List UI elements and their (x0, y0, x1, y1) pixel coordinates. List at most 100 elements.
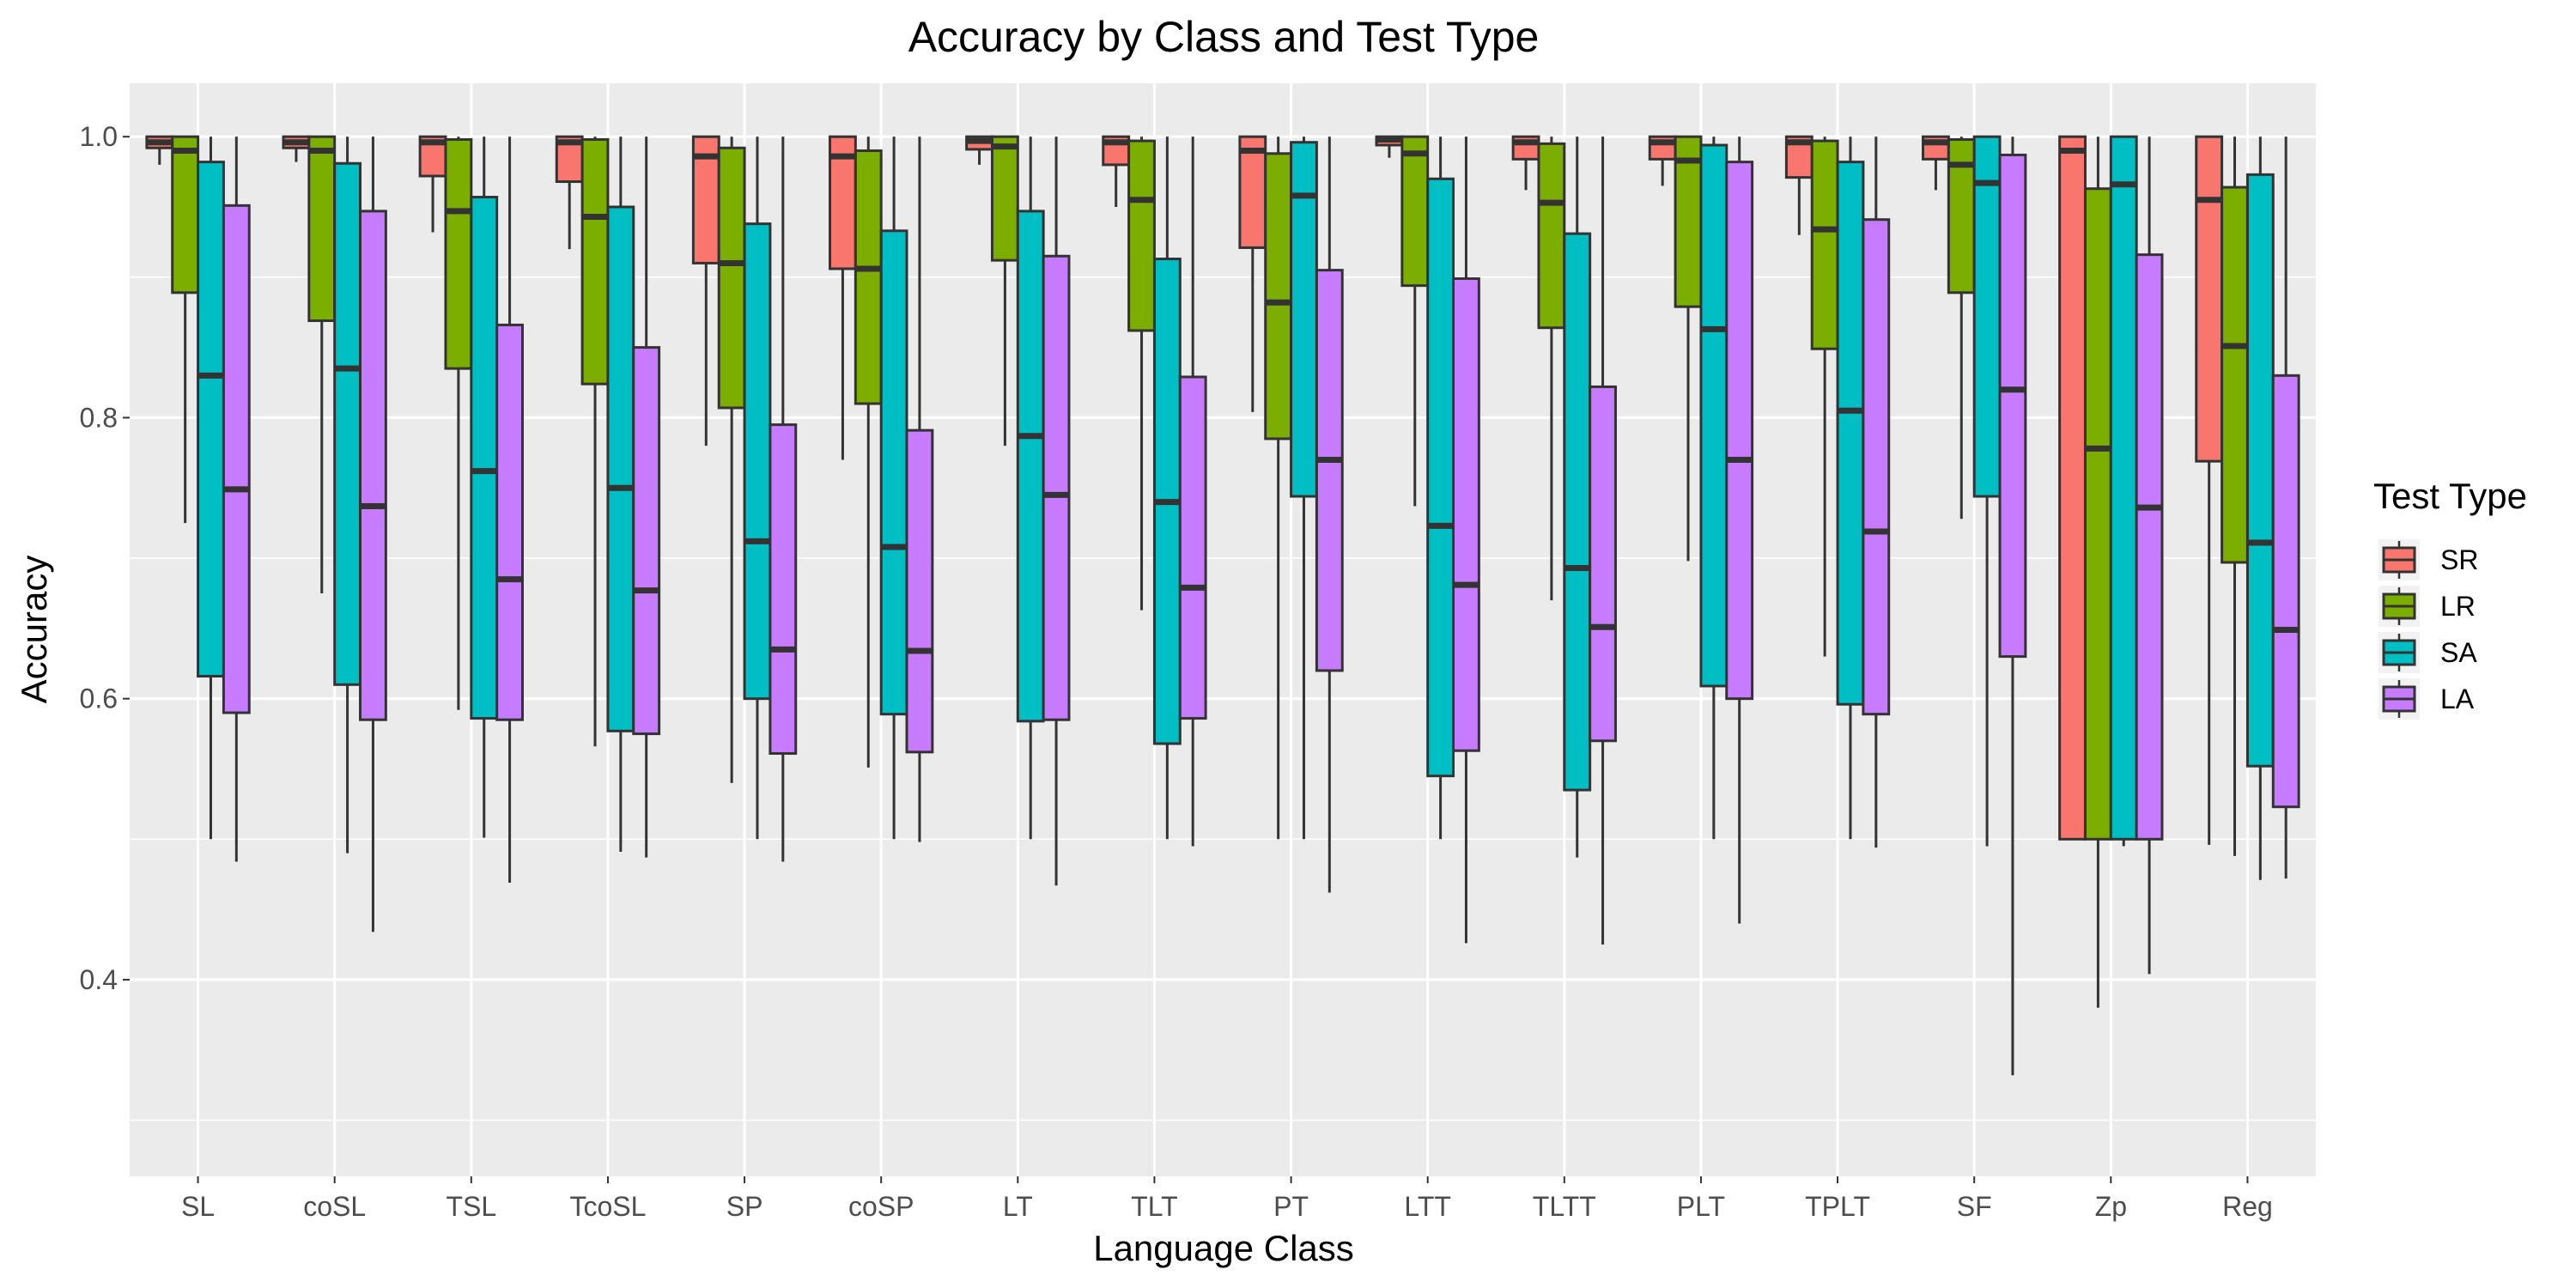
legend-label: SR (2440, 544, 2478, 575)
box-iqr (1264, 152, 1293, 440)
box-iqr (1426, 177, 1455, 778)
box-iqr (1452, 276, 1480, 752)
box-SA-coSP (879, 137, 908, 840)
x-tick-label: SP (726, 1191, 763, 1222)
box-SR-TPLT (1784, 135, 1814, 235)
y-tick-label: 1.0 (80, 121, 118, 152)
box-SA-TPLT (1836, 137, 1865, 840)
box-LA-PT (1315, 137, 1344, 893)
legend-title: Test Type (2373, 476, 2527, 516)
box-iqr (769, 423, 798, 755)
x-tick-label: LT (1003, 1191, 1033, 1222)
box-iqr (1127, 139, 1156, 332)
box-iqr (1563, 232, 1592, 792)
box-iqr (990, 135, 1019, 262)
box-iqr (2245, 173, 2275, 768)
box-iqr (1998, 153, 2027, 659)
x-axis-title: Language Class (1093, 1228, 1354, 1268)
box-iqr (2221, 185, 2249, 564)
box-LR-LTT (1400, 135, 1430, 507)
box-LA-coSP (905, 137, 934, 842)
x-tick-label: coSL (303, 1191, 366, 1222)
box-LA-Zp (2135, 137, 2164, 975)
box-iqr (171, 135, 200, 295)
box-LA-PLT (1725, 137, 1754, 924)
box-iqr (1178, 375, 1207, 720)
box-LR-TSL (444, 137, 473, 710)
box-iqr (854, 149, 883, 405)
box-iqr (2109, 135, 2138, 841)
box-LA-TPLT (1862, 137, 1891, 848)
box-iqr (1315, 269, 1344, 672)
legend-item-LA: LA (2379, 678, 2475, 720)
box-iqr (606, 205, 635, 732)
box-SR-SP (691, 135, 720, 447)
box-iqr (470, 196, 499, 720)
x-tick-label: LTT (1404, 1191, 1451, 1222)
box-iqr (307, 135, 337, 323)
box-group (145, 135, 2300, 1076)
x-tick-label: PLT (1677, 1191, 1725, 1222)
box-SR-coSP (829, 135, 857, 460)
box-LA-SL (222, 137, 251, 862)
box-SR-TLT (1102, 135, 1131, 207)
box-iqr (717, 146, 746, 410)
box-iqr (580, 137, 610, 386)
legend-label: SA (2440, 637, 2477, 668)
box-SR-Reg (2195, 135, 2224, 845)
box-LA-Reg (2271, 137, 2300, 879)
box-iqr (905, 428, 934, 754)
legend-label: LR (2440, 591, 2476, 622)
box-iqr (495, 323, 524, 721)
box-LA-TcoSL (632, 137, 661, 858)
x-tick-label: coSP (848, 1191, 914, 1222)
box-iqr (444, 137, 473, 370)
y-axis: 0.4 0.6 0.8 1.0 (80, 121, 130, 995)
chart-title: Accuracy by Class and Test Type (908, 13, 1540, 61)
box-LR-TcoSL (580, 137, 610, 747)
box-LR-Reg (2221, 137, 2249, 856)
legend-item-SR: SR (2379, 539, 2478, 580)
box-SA-Reg (2245, 137, 2275, 880)
x-tick-label: PT (1273, 1191, 1309, 1222)
x-tick-label: Zp (2095, 1191, 2127, 1222)
x-tick-label: TLTT (1533, 1191, 1596, 1222)
box-SR-coSL (282, 135, 311, 162)
box-SA-Zp (2109, 135, 2138, 847)
box-iqr (1674, 135, 1703, 308)
box-SR-SF (1922, 135, 1950, 191)
legend-label: LA (2440, 683, 2475, 714)
y-axis-title: Accuracy (14, 556, 54, 704)
box-SA-SP (743, 137, 772, 840)
box-iqr (1400, 135, 1430, 288)
box-iqr (1810, 139, 1839, 350)
box-iqr (1537, 142, 1566, 330)
box-LA-SP (769, 137, 798, 862)
y-tick-label: 0.8 (80, 402, 118, 433)
box-iqr (632, 346, 661, 736)
box-LR-PLT (1674, 135, 1703, 562)
box-iqr (1725, 161, 1754, 701)
box-LA-SF (1998, 137, 2027, 1076)
x-tick-label: TLT (1131, 1191, 1178, 1222)
box-SR-TSL (418, 135, 447, 233)
x-axis: SL coSL TSL TcoSL SP coSP LT TLT PT LTT TLTT PLT TPL… (181, 1176, 2273, 1222)
box-LR-TPLT (1810, 137, 1839, 657)
box-SA-SL (197, 137, 225, 840)
box-SR-PT (1238, 135, 1267, 412)
box-LR-PT (1264, 137, 1293, 840)
box-LA-TLTT (1589, 137, 1617, 945)
box-LR-TLT (1127, 137, 1156, 611)
box-iqr (2195, 135, 2224, 463)
box-iqr (2135, 253, 2164, 841)
box-iqr (1699, 143, 1728, 688)
box-iqr (2058, 135, 2087, 841)
box-LA-LT (1042, 137, 1071, 886)
box-LA-coSL (359, 137, 387, 933)
x-tick-label: Reg (2222, 1191, 2273, 1222)
box-LR-SP (717, 137, 746, 783)
box-iqr (1042, 254, 1071, 721)
box-SR-Zp (2058, 135, 2087, 841)
x-tick-label: TcoSL (569, 1191, 646, 1222)
box-SA-LTT (1426, 137, 1455, 840)
